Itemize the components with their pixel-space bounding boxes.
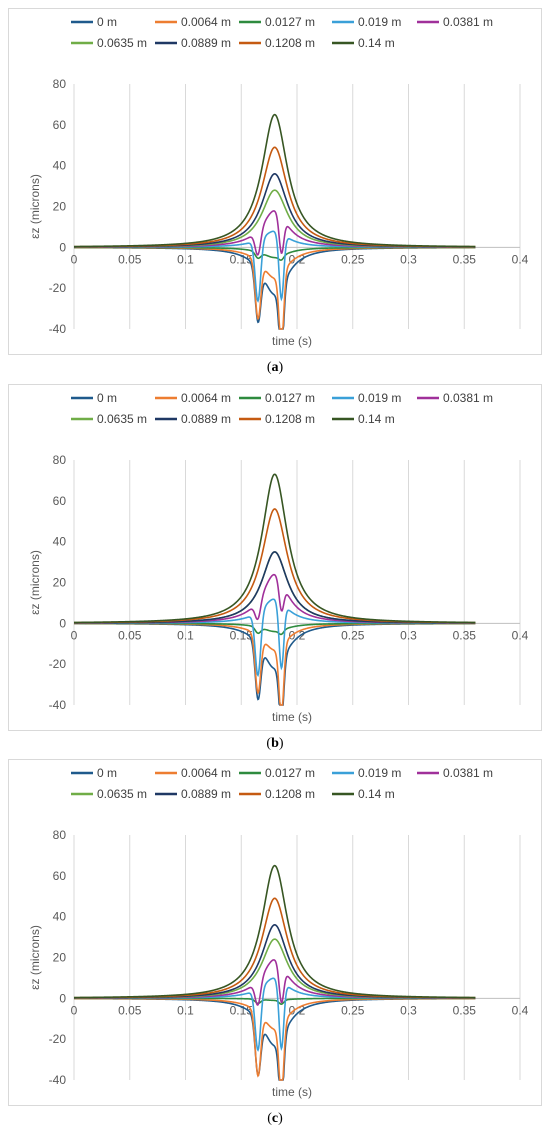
legend-label-2: 0.0127 m bbox=[265, 391, 315, 405]
x-axis-title: time (s) bbox=[272, 334, 312, 348]
chart-c: 0 m 0.0064 m 0.0127 m 0.019 m 0.0381 m 0.0635… bbox=[8, 759, 542, 1106]
legend-label-4: 0.0381 m bbox=[443, 15, 493, 29]
x-tick-label-7: 0.35 bbox=[453, 1003, 477, 1017]
legend-label-8: 0.14 m bbox=[358, 787, 395, 801]
chart-b-svg: 0 m 0.0064 m 0.0127 m 0.019 m 0.0381 m 0.0635… bbox=[28, 391, 529, 724]
x-tick-label-5: 0.25 bbox=[341, 1003, 365, 1017]
x-tick-label-8: 0.4 bbox=[512, 628, 529, 642]
chart-a: 0 m 0.0064 m 0.0127 m 0.019 m 0.0381 m 0.0635… bbox=[8, 8, 542, 355]
y-tick-label-2: 0 bbox=[59, 991, 66, 1005]
series-line-5 bbox=[74, 189, 476, 248]
y-tick-label-5: 60 bbox=[53, 118, 67, 132]
series-line-4 bbox=[74, 573, 476, 624]
legend-label-5: 0.0635 m bbox=[97, 36, 147, 50]
series-line-8 bbox=[73, 473, 476, 624]
chart-a-svg: 0 m 0.0064 m 0.0127 m 0.019 m 0.0381 m 0.0635… bbox=[28, 15, 529, 348]
x-tick-label-5: 0.25 bbox=[341, 628, 365, 642]
x-tick-label-8: 0.4 bbox=[512, 1003, 529, 1017]
y-tick-label-4: 40 bbox=[53, 159, 67, 173]
series-line-8 bbox=[73, 113, 476, 248]
y-tick-label-5: 60 bbox=[53, 494, 67, 508]
legend-label-0: 0 m bbox=[97, 391, 117, 405]
y-axis-title: εz (microns) bbox=[28, 174, 42, 239]
legend-label-2: 0.0127 m bbox=[265, 766, 315, 780]
y-tick-label-6: 80 bbox=[53, 828, 67, 842]
caption-b: (b) bbox=[266, 736, 284, 751]
legend-label-6: 0.0889 m bbox=[181, 787, 231, 801]
y-axis-title: εz (microns) bbox=[28, 925, 42, 990]
caption-a: (a) bbox=[266, 360, 284, 375]
legend-label-4: 0.0381 m bbox=[443, 766, 493, 780]
x-tick-label-7: 0.35 bbox=[453, 628, 477, 642]
legend-label-5: 0.0635 m bbox=[97, 787, 147, 801]
legend-label-1: 0.0064 m bbox=[181, 15, 231, 29]
x-tick-label-7: 0.35 bbox=[453, 252, 477, 266]
y-tick-label-0: -40 bbox=[49, 322, 67, 336]
x-tick-label-0: 0 bbox=[71, 252, 78, 266]
y-tick-label-4: 40 bbox=[53, 910, 67, 924]
series-line-8 bbox=[73, 864, 476, 999]
y-axis-title: εz (microns) bbox=[28, 550, 42, 615]
y-tick-label-1: -20 bbox=[49, 281, 67, 295]
series-line-6 bbox=[74, 551, 476, 624]
x-tick-label-2: 0.1 bbox=[177, 252, 194, 266]
x-tick-label-0: 0 bbox=[71, 628, 78, 642]
legend-label-3: 0.019 m bbox=[358, 766, 401, 780]
x-tick-label-5: 0.25 bbox=[341, 252, 365, 266]
legend-label-1: 0.0064 m bbox=[181, 391, 231, 405]
legend-label-2: 0.0127 m bbox=[265, 15, 315, 29]
legend-label-8: 0.14 m bbox=[358, 412, 395, 426]
legend-label-0: 0 m bbox=[97, 766, 117, 780]
chart-b: 0 m 0.0064 m 0.0127 m 0.019 m 0.0381 m 0.0635… bbox=[8, 384, 542, 731]
series-line-7 bbox=[73, 508, 476, 624]
x-tick-label-1: 0.05 bbox=[118, 252, 142, 266]
legend-label-7: 0.1208 m bbox=[265, 36, 315, 50]
series-line-5 bbox=[74, 938, 476, 999]
x-tick-label-0: 0 bbox=[71, 1003, 78, 1017]
y-tick-label-1: -20 bbox=[49, 657, 67, 671]
x-tick-label-6: 0.3 bbox=[400, 1003, 417, 1017]
x-tick-label-3: 0.15 bbox=[230, 628, 254, 642]
legend-label-3: 0.019 m bbox=[358, 391, 401, 405]
y-tick-label-6: 80 bbox=[53, 453, 67, 467]
y-tick-label-0: -40 bbox=[49, 698, 67, 712]
legend-label-8: 0.14 m bbox=[358, 36, 395, 50]
caption-c: (c) bbox=[267, 1111, 283, 1126]
series-line-7 bbox=[74, 897, 476, 999]
legend-label-0: 0 m bbox=[97, 15, 117, 29]
legend-label-7: 0.1208 m bbox=[265, 412, 315, 426]
y-tick-label-4: 40 bbox=[53, 535, 67, 549]
y-tick-label-3: 20 bbox=[53, 200, 67, 214]
x-tick-label-3: 0.15 bbox=[230, 252, 254, 266]
legend-label-4: 0.0381 m bbox=[443, 391, 493, 405]
y-tick-label-0: -40 bbox=[49, 1073, 67, 1087]
x-tick-label-1: 0.05 bbox=[118, 628, 142, 642]
x-tick-label-4: 0.2 bbox=[289, 628, 306, 642]
x-tick-label-2: 0.1 bbox=[177, 628, 194, 642]
x-axis-title: time (s) bbox=[272, 1085, 312, 1099]
x-tick-label-1: 0.05 bbox=[118, 1003, 142, 1017]
x-tick-label-2: 0.1 bbox=[177, 1003, 194, 1017]
legend-label-3: 0.019 m bbox=[358, 15, 401, 29]
y-tick-label-3: 20 bbox=[53, 951, 67, 965]
legend-label-7: 0.1208 m bbox=[265, 787, 315, 801]
x-tick-label-8: 0.4 bbox=[512, 252, 529, 266]
x-tick-label-6: 0.3 bbox=[400, 252, 417, 266]
x-axis-title: time (s) bbox=[272, 710, 312, 724]
legend-label-6: 0.0889 m bbox=[181, 412, 231, 426]
y-tick-label-3: 20 bbox=[53, 576, 67, 590]
y-tick-label-5: 60 bbox=[53, 869, 67, 883]
legend-label-6: 0.0889 m bbox=[181, 36, 231, 50]
chart-c-svg: 0 m 0.0064 m 0.0127 m 0.019 m 0.0381 m 0.0635… bbox=[28, 766, 529, 1099]
x-tick-label-6: 0.3 bbox=[400, 628, 417, 642]
y-tick-label-2: 0 bbox=[59, 616, 66, 630]
y-tick-label-6: 80 bbox=[53, 77, 67, 91]
y-tick-label-2: 0 bbox=[59, 240, 66, 254]
series-line-5 bbox=[74, 551, 476, 624]
x-tick-label-3: 0.15 bbox=[230, 1003, 254, 1017]
legend-label-1: 0.0064 m bbox=[181, 766, 231, 780]
legend-label-5: 0.0635 m bbox=[97, 412, 147, 426]
y-tick-label-1: -20 bbox=[49, 1032, 67, 1046]
